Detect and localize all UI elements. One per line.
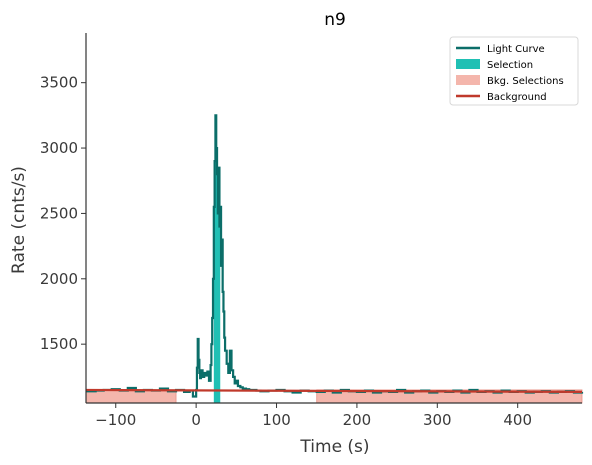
y-tick-label: 3500 (40, 74, 78, 92)
bkg-selection-layer (85, 389, 583, 404)
legend-label: Bkg. Selections (487, 76, 564, 87)
x-tick-label: 200 (343, 411, 372, 429)
legend-label: Background (487, 92, 547, 103)
legend-swatch (456, 75, 480, 85)
axes: −100 0 100 200 300 400 1500 2000 2500 3000 3500 (40, 33, 582, 429)
x-tick-label: 300 (423, 411, 452, 429)
background-line (85, 388, 583, 393)
legend-box (449, 36, 579, 106)
light-curve-series (86, 114, 584, 398)
x-tick-label: 0 (191, 411, 201, 429)
background-layer (85, 388, 583, 393)
legend-swatch (456, 59, 480, 69)
legend: Light Curve Selection Bkg. Selections Backg… (449, 36, 579, 106)
x-tick-label: 100 (262, 411, 291, 429)
y-axis-label: Rate (cnts/s) (9, 166, 29, 274)
y-tick-label: 2500 (40, 204, 78, 222)
light-curve-layer (86, 114, 584, 398)
x-tick-label: 400 (503, 411, 532, 429)
x-axis-label: Time (s) (299, 437, 369, 457)
y-tick-label: 1500 (40, 335, 78, 353)
legend-label: Selection (487, 60, 533, 71)
legend-label: Light Curve (487, 44, 545, 55)
chart-title: n9 (324, 10, 346, 30)
y-tick-label: 2000 (40, 270, 78, 288)
y-tick-label: 3000 (40, 139, 78, 157)
x-tick-label: −100 (95, 411, 136, 429)
bkg-selection-region-0 (85, 389, 177, 404)
